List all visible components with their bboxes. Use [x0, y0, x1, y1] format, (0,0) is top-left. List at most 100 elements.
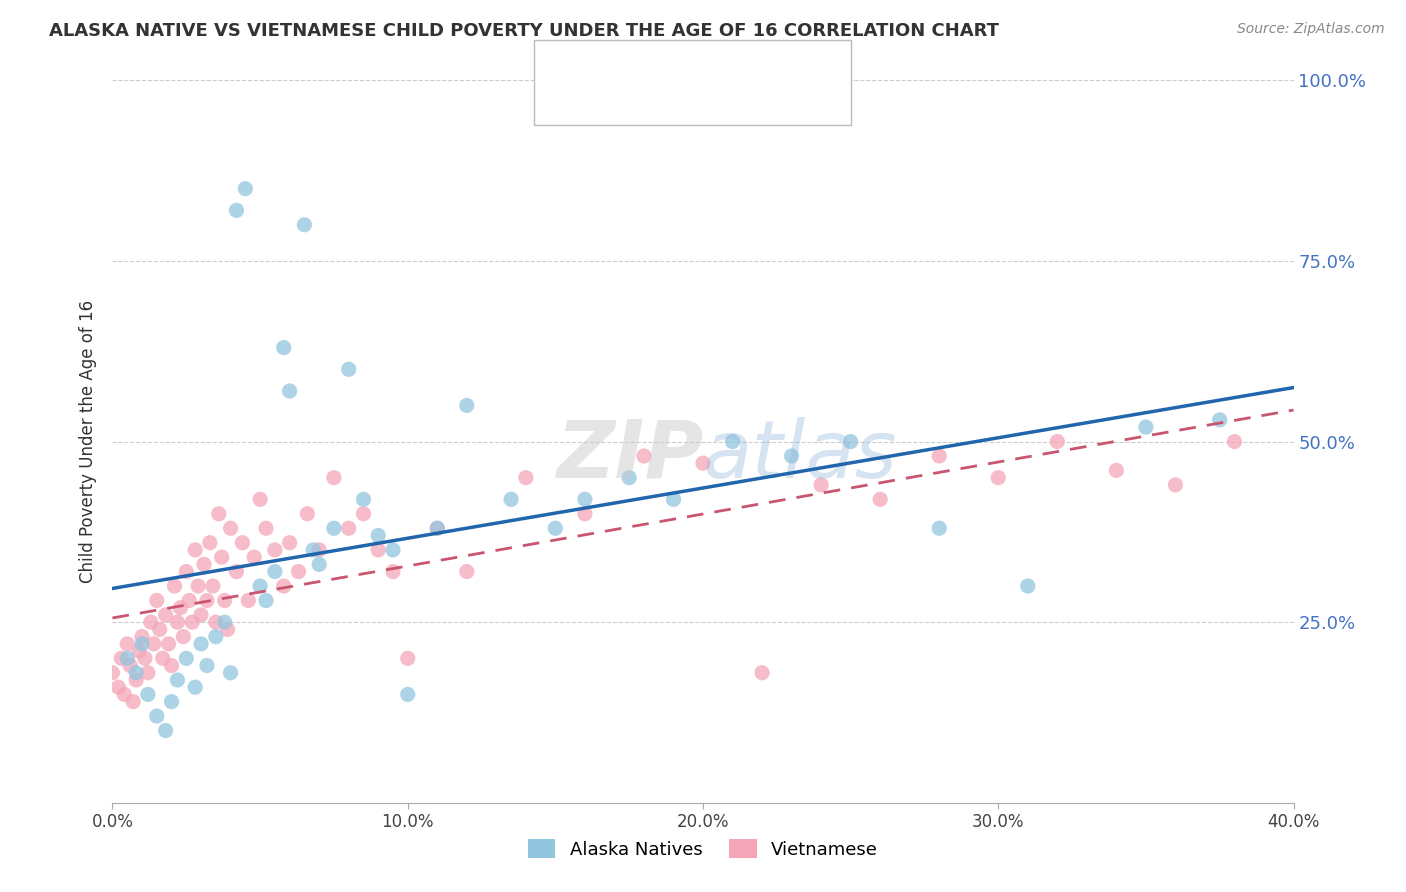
- Point: [264, 542, 287, 557]
- Point: [396, 687, 419, 701]
- Point: [136, 687, 159, 701]
- Point: [987, 470, 1010, 484]
- Point: [574, 492, 596, 507]
- Point: [323, 521, 346, 535]
- Point: [193, 558, 215, 572]
- Point: [211, 550, 233, 565]
- Point: [501, 492, 523, 507]
- Point: [198, 535, 221, 549]
- Text: ■: ■: [553, 95, 571, 113]
- Point: [152, 651, 174, 665]
- Legend: Alaska Natives, Vietnamese: Alaska Natives, Vietnamese: [520, 832, 886, 866]
- Point: [278, 535, 301, 549]
- Text: ZIP: ZIP: [555, 417, 703, 495]
- Point: [117, 637, 138, 651]
- Point: [101, 665, 124, 680]
- Point: [187, 579, 209, 593]
- Point: [238, 593, 260, 607]
- Point: [243, 550, 266, 565]
- Point: [146, 709, 169, 723]
- Point: [1164, 478, 1187, 492]
- Point: [142, 637, 165, 651]
- Point: [149, 623, 172, 637]
- Point: [172, 630, 194, 644]
- Point: [254, 593, 277, 607]
- Point: [166, 615, 188, 630]
- Point: [273, 579, 295, 593]
- Point: [323, 470, 346, 484]
- Point: [367, 542, 389, 557]
- Point: [337, 362, 360, 376]
- Point: [225, 565, 247, 579]
- Point: [352, 507, 374, 521]
- Point: [633, 449, 655, 463]
- Text: R =  0.391   N = 73: R = 0.391 N = 73: [578, 95, 754, 112]
- Point: [120, 658, 142, 673]
- Point: [233, 182, 256, 196]
- Point: [163, 579, 186, 593]
- Text: ■: ■: [553, 58, 571, 77]
- Point: [136, 665, 159, 680]
- Point: [302, 542, 325, 557]
- Point: [721, 434, 744, 449]
- Point: [367, 528, 389, 542]
- Point: [1135, 420, 1157, 434]
- Point: [287, 565, 309, 579]
- Text: Source: ZipAtlas.com: Source: ZipAtlas.com: [1237, 22, 1385, 37]
- Point: [249, 579, 271, 593]
- Point: [112, 687, 135, 701]
- Point: [810, 478, 832, 492]
- Point: [117, 651, 138, 665]
- Point: [456, 398, 478, 412]
- Point: [155, 723, 177, 738]
- Point: [292, 218, 315, 232]
- Point: [278, 384, 301, 398]
- Point: [249, 492, 271, 507]
- Point: [122, 695, 145, 709]
- Point: [456, 565, 478, 579]
- Point: [107, 680, 129, 694]
- Point: [214, 593, 236, 607]
- Point: [128, 644, 150, 658]
- Point: [134, 651, 156, 665]
- Point: [195, 658, 218, 673]
- Point: [352, 492, 374, 507]
- Point: [157, 637, 180, 651]
- Point: [254, 521, 277, 535]
- Point: [692, 456, 714, 470]
- Point: [1017, 579, 1039, 593]
- Point: [169, 600, 191, 615]
- Point: [308, 542, 330, 557]
- Point: [382, 542, 405, 557]
- Point: [308, 558, 330, 572]
- Point: [174, 565, 197, 579]
- Point: [217, 623, 239, 637]
- Point: [181, 615, 204, 630]
- Y-axis label: Child Poverty Under the Age of 16: Child Poverty Under the Age of 16: [79, 300, 97, 583]
- Point: [208, 507, 231, 521]
- Point: [174, 651, 197, 665]
- Point: [515, 470, 537, 484]
- Point: [219, 521, 242, 535]
- Point: [574, 507, 596, 521]
- Point: [155, 607, 177, 622]
- Point: [426, 521, 449, 535]
- Point: [928, 521, 950, 535]
- Point: [337, 521, 360, 535]
- Point: [231, 535, 253, 549]
- Point: [273, 341, 295, 355]
- Point: [110, 651, 132, 665]
- Point: [225, 203, 247, 218]
- Point: [1223, 434, 1246, 449]
- Point: [928, 449, 950, 463]
- Point: [662, 492, 685, 507]
- Point: [131, 637, 153, 651]
- Point: [131, 630, 153, 644]
- Point: [219, 665, 242, 680]
- Point: [160, 695, 183, 709]
- Point: [1105, 463, 1128, 477]
- Point: [205, 615, 228, 630]
- Point: [780, 449, 803, 463]
- Point: [139, 615, 162, 630]
- Point: [214, 615, 236, 630]
